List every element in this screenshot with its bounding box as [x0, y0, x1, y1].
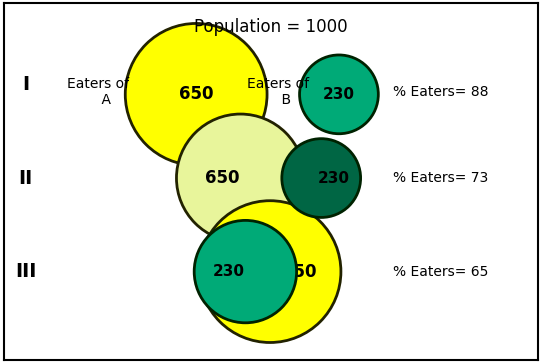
Text: % Eaters= 88: % Eaters= 88 [393, 85, 488, 99]
Text: III: III [15, 262, 36, 281]
Text: Population = 1000: Population = 1000 [194, 19, 348, 36]
Circle shape [199, 201, 341, 343]
Text: 230: 230 [212, 264, 244, 279]
Text: 650: 650 [205, 169, 240, 187]
Circle shape [282, 139, 360, 217]
Text: Eaters of
    A: Eaters of A [67, 77, 129, 107]
Text: 650: 650 [179, 85, 214, 103]
Text: 230: 230 [318, 171, 350, 185]
Text: I: I [22, 75, 29, 94]
Text: % Eaters= 65: % Eaters= 65 [393, 265, 488, 278]
Circle shape [300, 55, 378, 134]
Circle shape [125, 24, 267, 165]
Text: % Eaters= 73: % Eaters= 73 [393, 171, 488, 185]
Circle shape [177, 114, 305, 242]
Text: II: II [18, 168, 33, 188]
Text: 230: 230 [323, 87, 355, 102]
Circle shape [194, 220, 296, 323]
Text: 650: 650 [282, 262, 317, 281]
Text: Eaters of
    B: Eaters of B [247, 77, 309, 107]
